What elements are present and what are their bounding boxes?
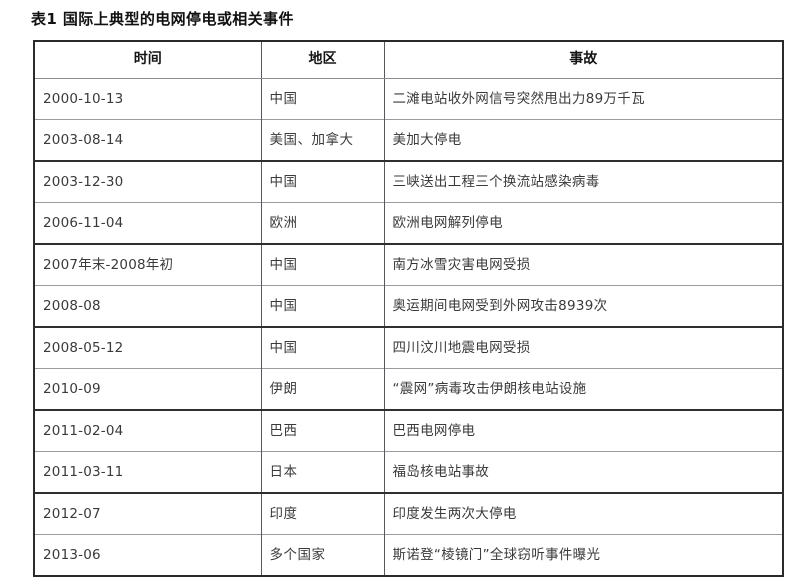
- cell-region: 巴西: [260, 410, 385, 452]
- cell-time: 2006-11-04: [33, 202, 262, 244]
- cell-time: 2003-08-14: [33, 119, 262, 161]
- cell-region: 中国: [260, 244, 385, 286]
- cell-event: “震网”病毒攻击伊朗核电站设施: [383, 368, 784, 410]
- cell-time: 2008-05-12: [33, 327, 262, 369]
- table-container: 时间 地区 事故 2000-10-13 中国 二滩电站收外网信号突然甩出力89万…: [33, 40, 784, 577]
- table-header: 时间 地区 事故: [33, 41, 784, 79]
- cell-region: 中国: [260, 78, 385, 120]
- cell-time: 2000-10-13: [33, 78, 262, 120]
- table-row: 2003-12-30 中国 三峡送出工程三个换流站感染病毒: [33, 161, 784, 203]
- table-row: 2003-08-14 美国、加拿大 美加大停电: [33, 119, 784, 161]
- table-row: 2013-06 多个国家 斯诺登“棱镜门”全球窃听事件曝光: [33, 534, 784, 576]
- cell-region: 中国: [260, 161, 385, 203]
- blackout-events-table: 时间 地区 事故 2000-10-13 中国 二滩电站收外网信号突然甩出力89万…: [33, 40, 784, 577]
- cell-event: 斯诺登“棱镜门”全球窃听事件曝光: [383, 534, 784, 576]
- table-row: 2008-08 中国 奥运期间电网受到外网攻击8939次: [33, 285, 784, 327]
- table-row: 2000-10-13 中国 二滩电站收外网信号突然甩出力89万千瓦: [33, 78, 784, 120]
- cell-region: 中国: [260, 327, 385, 369]
- table-caption: 表1 国际上典型的电网停电或相关事件: [31, 10, 294, 28]
- cell-region: 印度: [260, 493, 385, 535]
- cell-region: 美国、加拿大: [260, 119, 385, 161]
- table-header-row: 时间 地区 事故: [33, 41, 784, 79]
- cell-time: 2008-08: [33, 285, 262, 327]
- table-row: 2008-05-12 中国 四川汶川地震电网受损: [33, 327, 784, 369]
- table-row: 2012-07 印度 印度发生两次大停电: [33, 493, 784, 535]
- cell-time: 2010-09: [33, 368, 262, 410]
- cell-region: 多个国家: [260, 534, 385, 576]
- cell-event: 欧洲电网解列停电: [383, 202, 784, 244]
- cell-time: 2011-03-11: [33, 451, 262, 493]
- cell-time: 2011-02-04: [33, 410, 262, 452]
- cell-time: 2003-12-30: [33, 161, 262, 203]
- cell-region: 中国: [260, 285, 385, 327]
- cell-event: 福岛核电站事故: [383, 451, 784, 493]
- cell-event: 四川汶川地震电网受损: [383, 327, 784, 369]
- cell-event: 奥运期间电网受到外网攻击8939次: [383, 285, 784, 327]
- table-row: 2011-03-11 日本 福岛核电站事故: [33, 451, 784, 493]
- table-row: 2007年末-2008年初 中国 南方冰雪灾害电网受损: [33, 244, 784, 286]
- column-header-time: 时间: [33, 41, 262, 79]
- table-body: 2000-10-13 中国 二滩电站收外网信号突然甩出力89万千瓦 2003-0…: [33, 78, 784, 576]
- table-row: 2006-11-04 欧洲 欧洲电网解列停电: [33, 202, 784, 244]
- table-row: 2010-09 伊朗 “震网”病毒攻击伊朗核电站设施: [33, 368, 784, 410]
- cell-event: 南方冰雪灾害电网受损: [383, 244, 784, 286]
- table-row: 2011-02-04 巴西 巴西电网停电: [33, 410, 784, 452]
- cell-event: 美加大停电: [383, 119, 784, 161]
- cell-region: 欧洲: [260, 202, 385, 244]
- cell-event: 三峡送出工程三个换流站感染病毒: [383, 161, 784, 203]
- column-header-region: 地区: [260, 41, 385, 79]
- cell-time: 2007年末-2008年初: [33, 244, 262, 286]
- cell-time: 2012-07: [33, 493, 262, 535]
- cell-event: 印度发生两次大停电: [383, 493, 784, 535]
- cell-time: 2013-06: [33, 534, 262, 576]
- cell-region: 伊朗: [260, 368, 385, 410]
- cell-event: 二滩电站收外网信号突然甩出力89万千瓦: [383, 78, 784, 120]
- cell-region: 日本: [260, 451, 385, 493]
- cell-event: 巴西电网停电: [383, 410, 784, 452]
- column-header-event: 事故: [383, 41, 784, 79]
